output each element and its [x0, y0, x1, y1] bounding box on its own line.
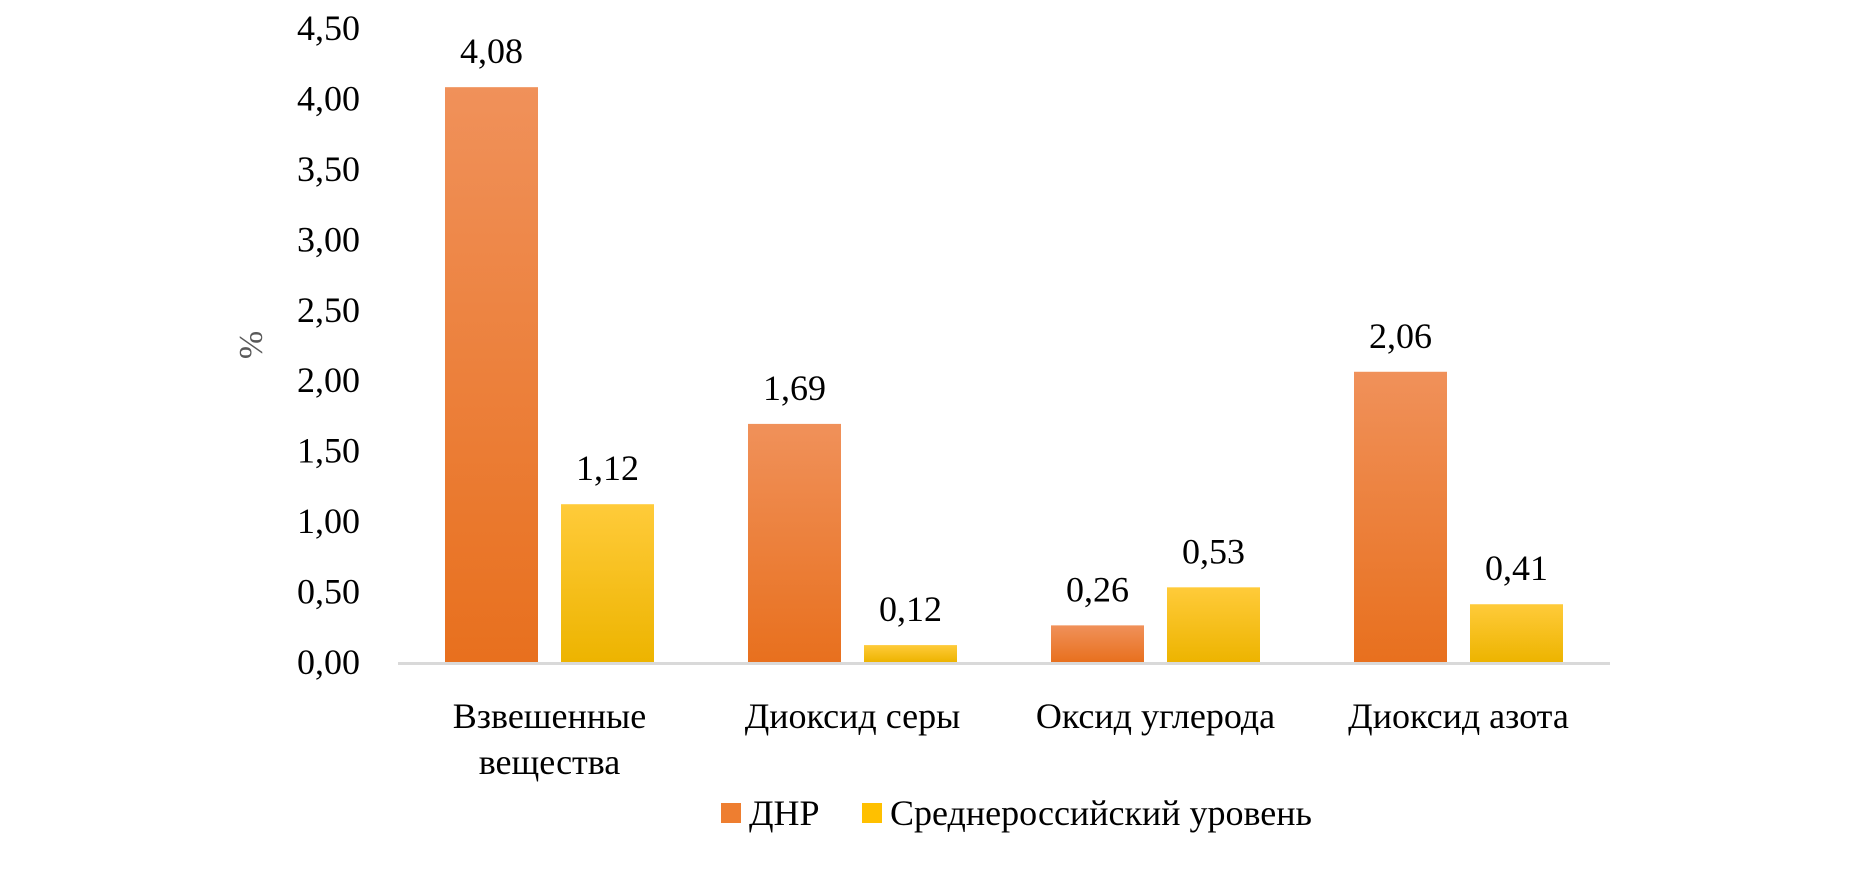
bar-dnr — [1354, 371, 1447, 662]
y-tick-label: 4,00 — [297, 78, 360, 118]
bar-average — [1470, 604, 1563, 662]
data-label: 0,12 — [879, 589, 942, 629]
y-axis-ticks: 0,00 0,50 1,00 1,50 2,00 2,50 3,00 3,50 4,00 4,50 — [297, 8, 360, 682]
y-tick-label: 4,50 — [297, 8, 360, 48]
bar-average — [561, 504, 654, 662]
legend-label-dnr: ДНР — [749, 793, 820, 833]
data-label: 0,41 — [1485, 548, 1548, 588]
x-tick-label: Диоксид азота — [1348, 696, 1569, 736]
data-label: 1,12 — [576, 448, 639, 488]
y-tick-label: 0,00 — [297, 642, 360, 682]
bar-dnr — [1051, 625, 1144, 662]
y-tick-label: 2,00 — [297, 360, 360, 400]
x-tick-label: вещества — [479, 742, 621, 782]
bars: 4,08 1,12 1,69 0,12 0,26 0,53 2,06 0,41 — [445, 31, 1563, 662]
x-tick-label: Взвешенные — [453, 696, 646, 736]
data-label: 0,26 — [1066, 569, 1129, 609]
y-tick-label: 3,00 — [297, 219, 360, 259]
bar-dnr — [748, 423, 841, 662]
y-tick-label: 2,50 — [297, 290, 360, 330]
data-label: 2,06 — [1369, 316, 1432, 356]
y-tick-label: 0,50 — [297, 572, 360, 612]
data-label: 1,69 — [763, 368, 826, 408]
legend: ДНР Среднероссийский уровень — [721, 793, 1312, 833]
legend-swatch-dnr — [721, 803, 741, 823]
y-tick-label: 1,00 — [297, 501, 360, 541]
category-labels: Взвешенные вещества Диоксид серы Оксид угле… — [453, 696, 1569, 782]
bar-average — [864, 645, 957, 662]
legend-label-average: Среднероссийский уровень — [890, 793, 1312, 833]
y-axis-title: % — [233, 331, 270, 359]
bar-dnr — [445, 87, 538, 662]
data-label: 4,08 — [460, 31, 523, 71]
y-tick-label: 1,50 — [297, 431, 360, 471]
y-tick-label: 3,50 — [297, 149, 360, 189]
x-tick-label: Оксид углерода — [1036, 696, 1275, 736]
bar-average — [1167, 587, 1260, 662]
x-tick-label: Диоксид серы — [745, 696, 961, 736]
legend-swatch-average — [862, 803, 882, 823]
data-label: 0,53 — [1182, 531, 1245, 571]
